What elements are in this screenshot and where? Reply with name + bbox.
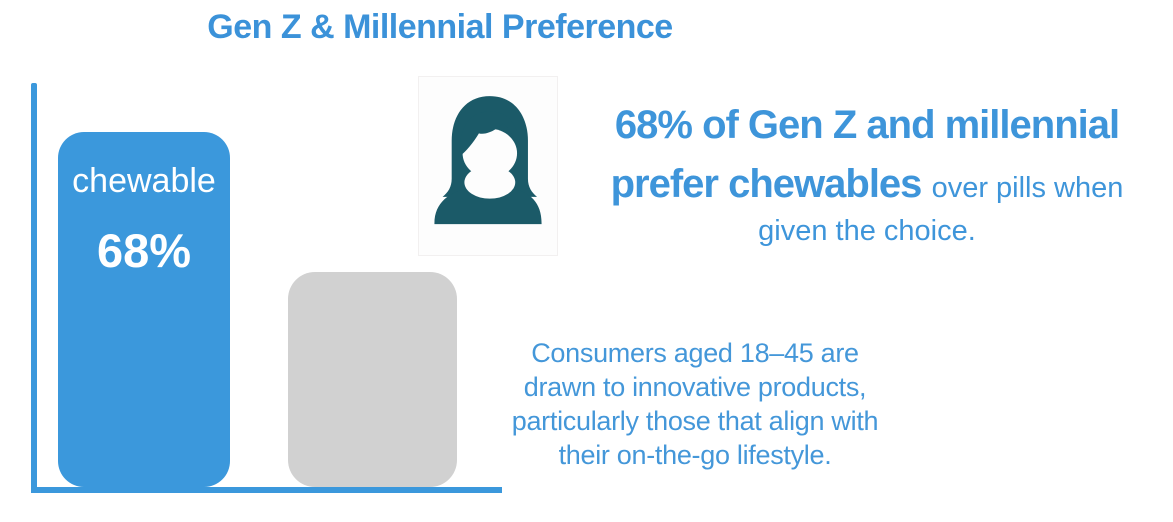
female-avatar-svg [434,96,542,225]
insight-line-1: Consumers aged 18–45 are [531,338,859,368]
bar-chewable: chewable 68% [58,132,230,487]
bar-pills [288,272,457,487]
headline-line-1: 68% of Gen Z and millennial [578,102,1156,149]
insight-line-3: particularly those that align with [511,406,879,436]
insight-line-4: their on-the-go lifestyle. [558,440,832,470]
page-title: Gen Z & Millennial Preference [207,8,673,46]
insight-paragraph: Consumers aged 18–45 are drawn to innova… [445,336,945,472]
headline: 68% of Gen Z and millennial prefer chewa… [578,102,1156,249]
headline-bold-2: prefer chewables [610,162,923,207]
headline-bold-1: 68% of Gen Z and millennial [614,103,1120,147]
headline-regular-2: over pills when [931,172,1124,205]
insight-line-2: drawn to innovative products, [523,372,867,402]
chart-x-axis [31,487,502,493]
headline-regular-3: given the choice. [758,215,976,248]
female-user-icon [418,76,558,256]
chart-y-axis [31,83,37,493]
bar-chewable-value: 68% [96,224,192,277]
headline-line-2: prefer chewables over pills when [578,161,1156,208]
headline-line-3: given the choice. [578,214,1156,248]
bar-chewable-label: chewable [72,162,216,200]
